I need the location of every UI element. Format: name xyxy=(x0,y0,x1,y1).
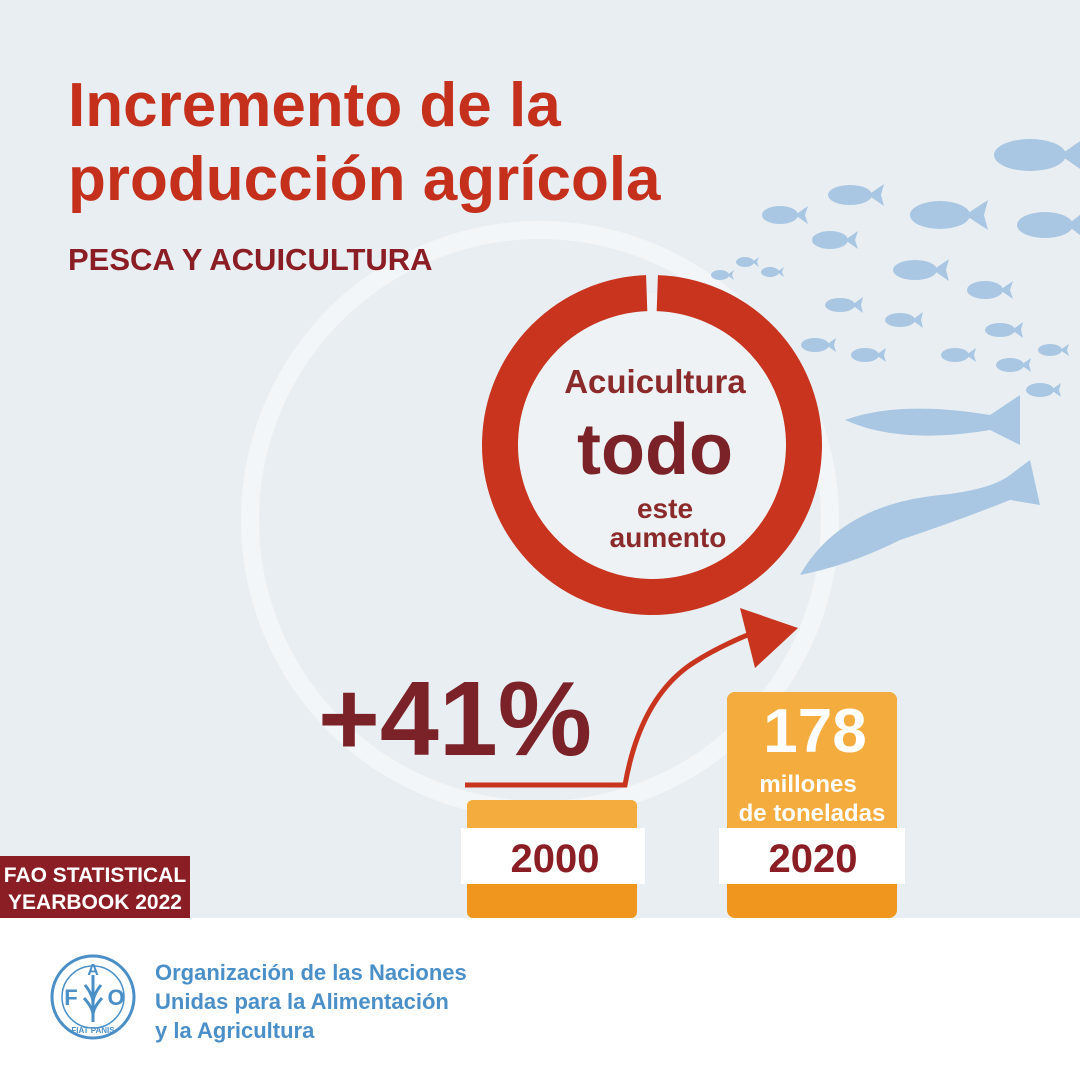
fish-school xyxy=(711,139,1080,575)
ring xyxy=(482,275,822,615)
organization-line: Unidas para la Alimentación xyxy=(155,989,449,1014)
logo-letter: O xyxy=(107,985,124,1010)
logo-ring xyxy=(50,954,136,1040)
bar-unit: de toneladas xyxy=(739,800,886,827)
ring-label: aumento xyxy=(610,522,727,553)
subtitle: PESCA Y ACUICULTURA xyxy=(68,242,433,277)
year-label: 2000 xyxy=(511,837,600,881)
footer-background xyxy=(0,918,1080,1080)
title-line: Incremento de la xyxy=(68,71,561,140)
year-box xyxy=(461,828,645,884)
logo-motto: FIAT PANIS xyxy=(71,1026,115,1035)
logo-ring xyxy=(61,965,125,1029)
title-line: producción agrícola xyxy=(68,145,661,214)
logo-wheat xyxy=(82,975,104,1022)
logo-letter: A xyxy=(87,962,99,979)
badge xyxy=(0,856,190,918)
ring-label: este xyxy=(637,493,693,524)
ring-inner xyxy=(500,293,804,597)
ring-highlight: todo xyxy=(577,410,733,490)
badge-text: YEARBOOK 2022 xyxy=(8,891,182,914)
year-box xyxy=(719,828,905,884)
logo-letter: F xyxy=(64,985,77,1010)
growth-arrow xyxy=(465,625,766,788)
fao-logo: F A O FIAT PANIS xyxy=(50,954,136,1040)
bar-unit: millones xyxy=(759,771,856,798)
organization-line: Organización de las Naciones xyxy=(155,960,467,985)
growth-label: +41% xyxy=(318,660,592,778)
bar-value: 178 xyxy=(763,697,866,766)
arrow-head xyxy=(740,608,798,668)
ring-label: Acuicultura xyxy=(564,363,746,400)
badge-text: FAO STATISTICAL xyxy=(4,864,187,887)
year-label: 2020 xyxy=(769,837,858,881)
bar-top xyxy=(727,692,897,832)
organization-line: y la Agricultura xyxy=(155,1018,315,1043)
